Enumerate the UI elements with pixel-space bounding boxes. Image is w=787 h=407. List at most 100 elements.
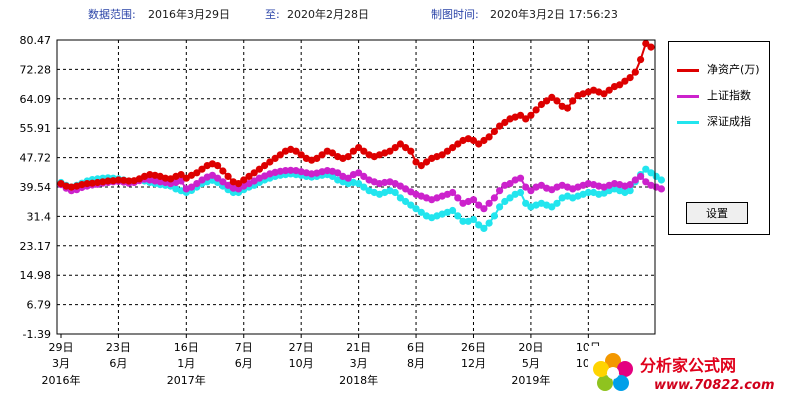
data-point [193, 180, 201, 188]
data-point [360, 183, 368, 191]
data-point [637, 172, 645, 180]
data-point [527, 111, 535, 119]
data-point [412, 205, 420, 213]
settings-button[interactable]: 设置 [686, 202, 748, 224]
data-point [652, 172, 660, 180]
data-point [637, 56, 645, 64]
data-point [313, 154, 321, 162]
x-tick-month: 1月 [177, 357, 195, 370]
data-point [537, 100, 546, 109]
data-point [250, 169, 258, 177]
x-tick-day: 21日 [346, 341, 371, 354]
data-point [187, 183, 196, 191]
x-tick-day: 26日 [461, 341, 486, 354]
legend-label-shanghai: 上证指数 [707, 89, 751, 102]
data-point [647, 43, 655, 51]
data-point [449, 144, 457, 152]
data-point [616, 81, 624, 89]
legend-label-shenzhen: 深证成指 [707, 115, 751, 128]
x-tick-day: 23日 [106, 341, 131, 354]
data-point [631, 176, 639, 184]
data-point [93, 178, 102, 187]
data-point [600, 90, 608, 98]
data-point [657, 176, 666, 184]
data-point [522, 183, 530, 191]
range-label: 数据范围: [88, 8, 136, 21]
data-point [522, 199, 530, 207]
data-point [214, 162, 222, 170]
plot-frame [56, 39, 656, 335]
data-point [485, 199, 493, 207]
x-tick-month: 10月 [289, 357, 314, 370]
x-tick-day: 6日 [407, 341, 425, 354]
legend-swatch-net-asset [677, 69, 699, 72]
data-point [496, 203, 504, 211]
data-point [104, 177, 112, 185]
x-tick-month: 5月 [522, 357, 540, 370]
x-tick-month: 6月 [109, 357, 127, 370]
data-point [261, 162, 269, 170]
x-tick-month: 12月 [461, 357, 486, 370]
x-tick-day: 16日 [174, 341, 199, 354]
data-point [344, 153, 352, 161]
data-point [475, 201, 483, 209]
x-axis: 29日 3月 2016年 23日 6月 16日 1月 2017年 7日 6月 27日 10月 21日 3月… [42, 334, 601, 387]
y-tick-label: 31.4 [27, 210, 52, 223]
data-point [328, 172, 337, 180]
data-point [281, 167, 290, 175]
data-point [454, 194, 462, 202]
data-point [626, 74, 634, 82]
data-point [563, 104, 572, 112]
made-label: 制图时间: [431, 8, 479, 21]
data-point [355, 169, 363, 177]
x-tick-month: 3月 [52, 357, 70, 370]
y-tick-label: 47.72 [20, 152, 52, 165]
data-point [386, 147, 394, 155]
watermark-title: 分析家公式网 [640, 356, 737, 375]
data-point [449, 206, 457, 215]
watermark: 分析家公式网 www.70822.com [588, 346, 786, 406]
data-point [506, 194, 514, 202]
data-point [548, 203, 556, 211]
data-point [344, 174, 352, 182]
series-line [60, 41, 652, 189]
data-point [621, 77, 629, 85]
series-0 [57, 39, 655, 191]
data-point [543, 97, 551, 105]
data-point [469, 196, 478, 204]
data-point [240, 176, 248, 184]
grid [57, 40, 655, 334]
data-point [496, 122, 504, 130]
data-point [469, 215, 478, 224]
legend: 净资产(万) 上证指数 深证成指 设置 [668, 41, 770, 235]
data-point [569, 97, 577, 105]
data-point [255, 165, 263, 173]
x-tick-year: 2017年 [167, 373, 206, 387]
x-tick-year: 2018年 [339, 373, 378, 387]
data-point [657, 185, 666, 193]
data-point [412, 158, 420, 166]
data-point [318, 151, 326, 159]
data-point [553, 97, 561, 105]
data-point [490, 194, 498, 202]
data-point [396, 194, 404, 202]
data-point [271, 154, 279, 162]
data-point [417, 208, 425, 216]
data-point [490, 127, 498, 136]
data-point [647, 169, 655, 177]
x-tick-day: 27日 [289, 341, 314, 354]
series-1 [57, 166, 666, 213]
data-point [292, 147, 300, 155]
watermark-url: www.70822.com [654, 378, 775, 393]
x-tick-day: 29日 [49, 341, 74, 354]
data-point [642, 165, 650, 173]
data-point [198, 165, 206, 173]
range-start: 2016年3月29日 [148, 8, 230, 21]
data-point [443, 147, 451, 155]
data-point [219, 178, 227, 186]
made-time: 2020年3月2日 17:56:23 [490, 8, 618, 21]
y-tick-label: 64.09 [20, 93, 52, 106]
data-point [266, 158, 274, 166]
data-point [605, 86, 613, 94]
